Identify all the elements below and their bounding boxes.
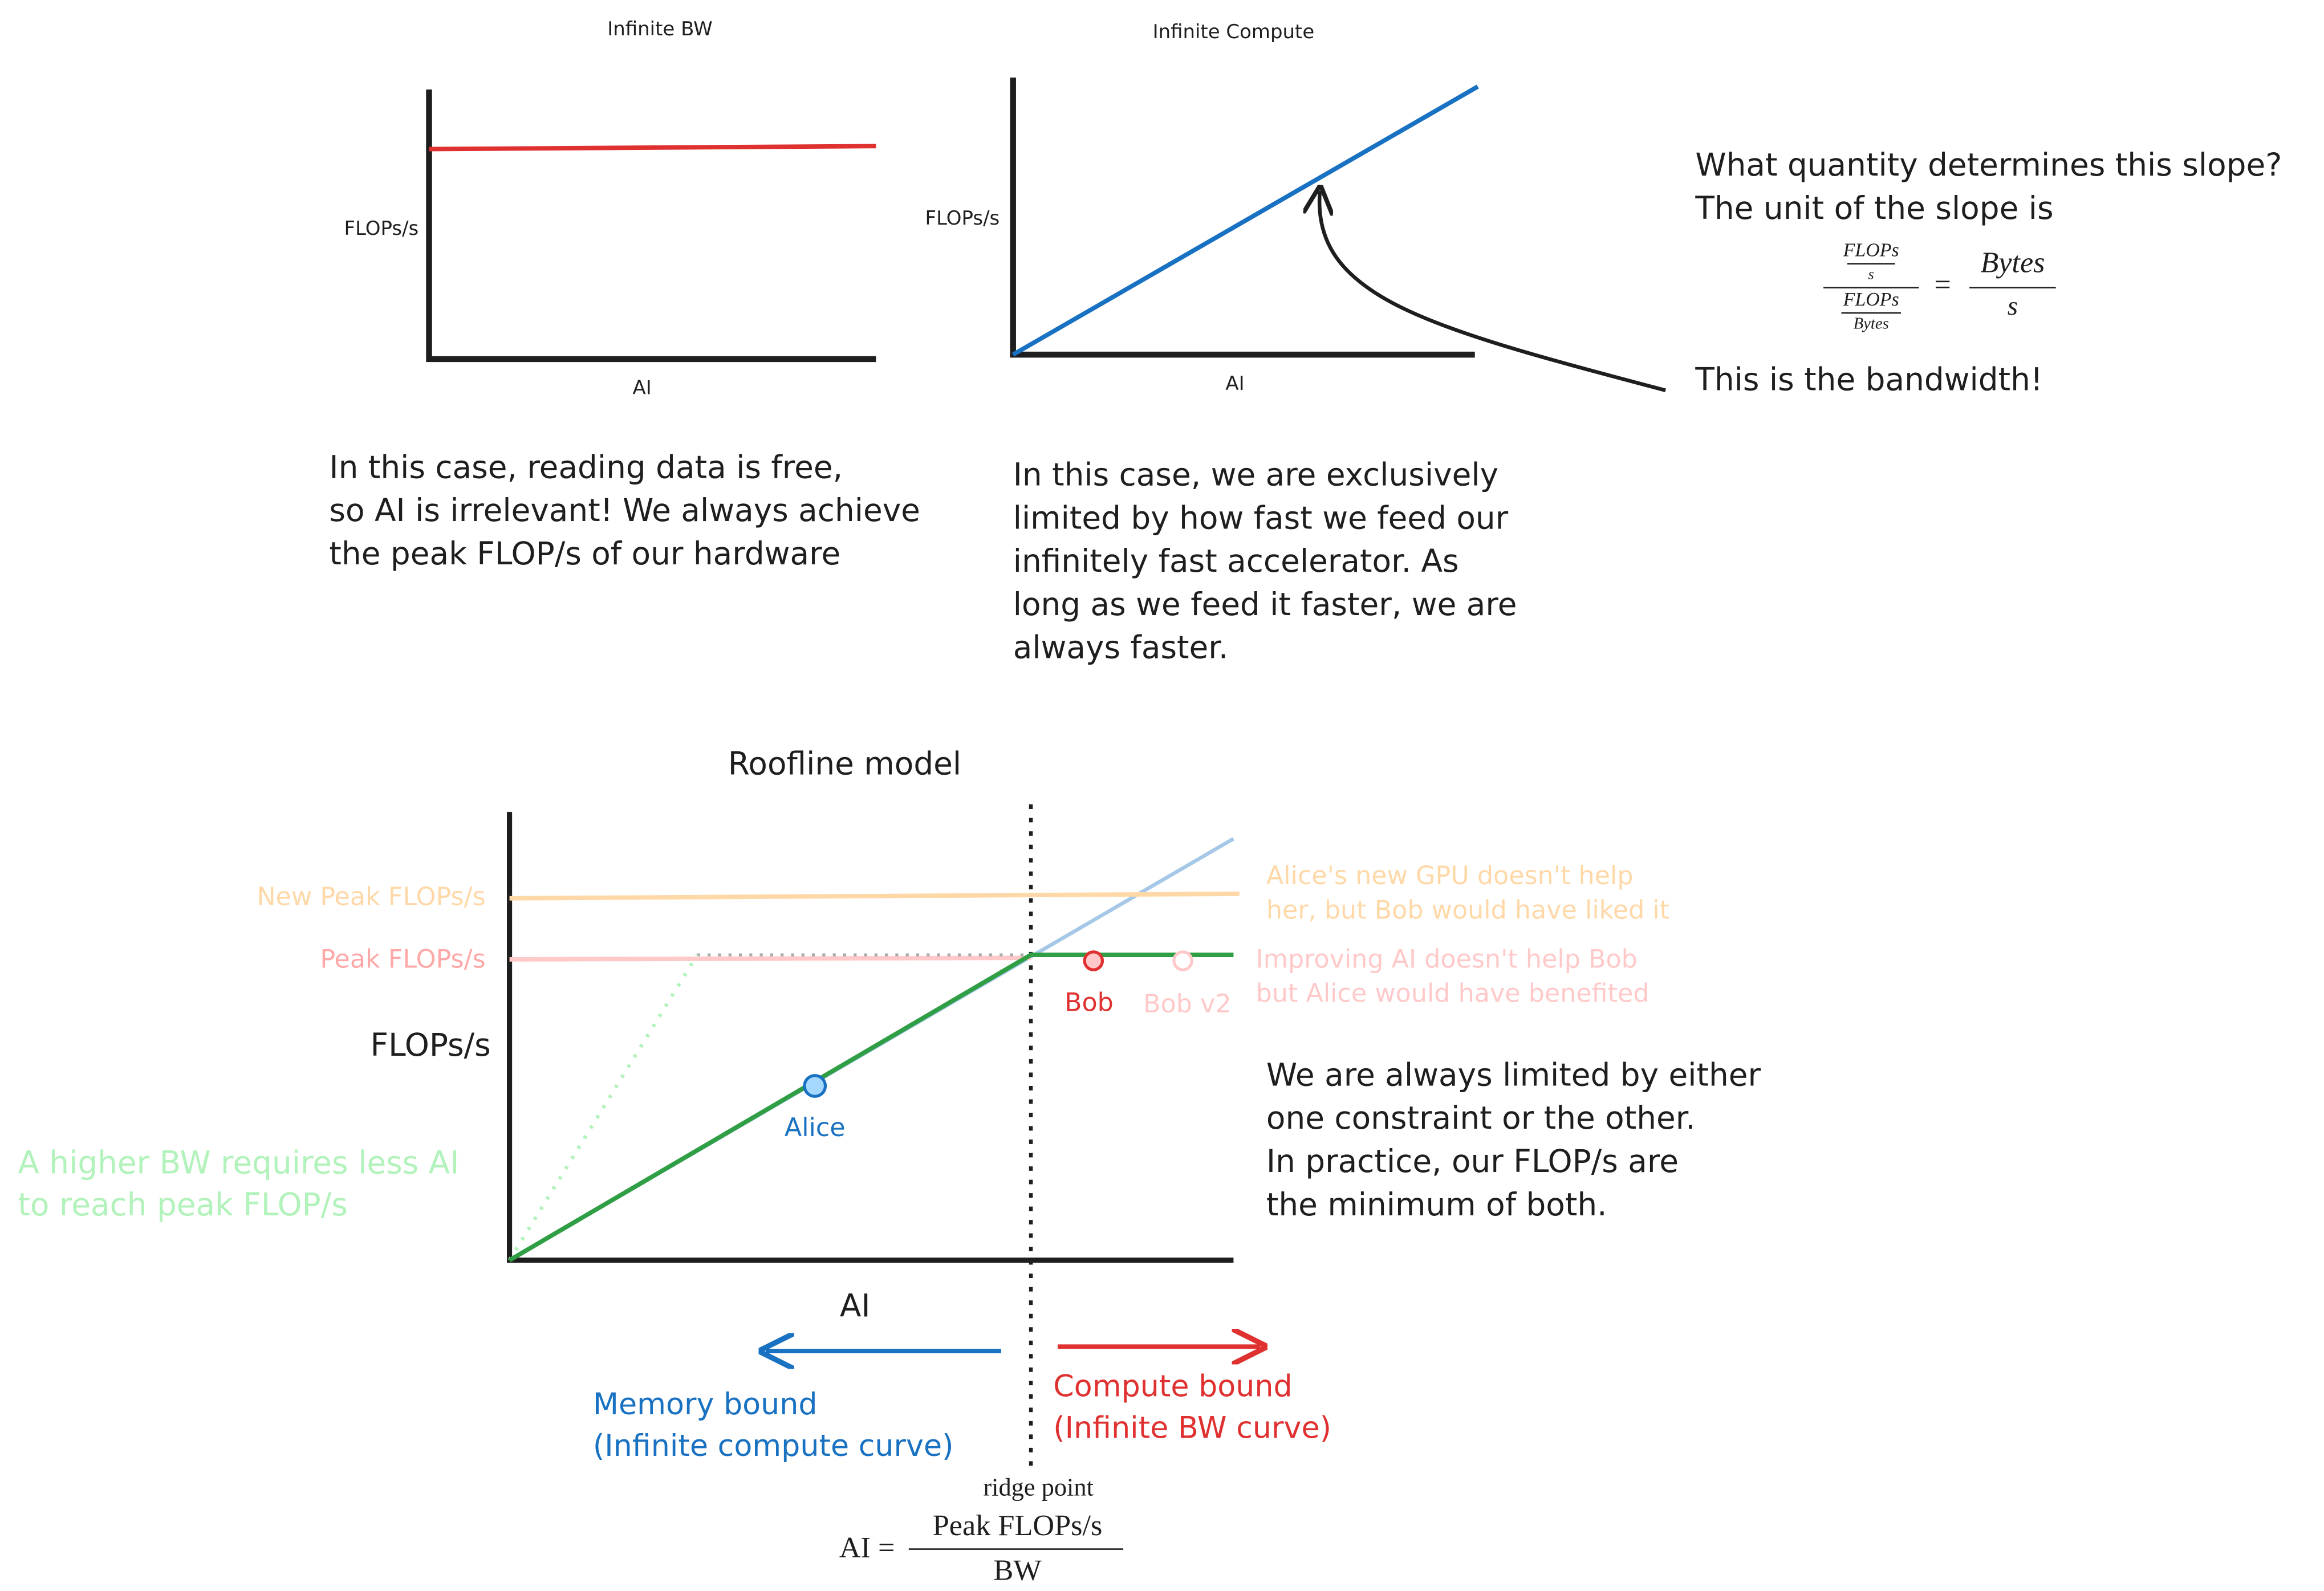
- note-line: but Alice would have benefited: [1256, 979, 1649, 1008]
- formula-part: s: [1868, 266, 1874, 283]
- y-label: FLOPs/s: [344, 217, 419, 240]
- formula-part: =: [1934, 268, 1951, 302]
- note-line: Improving AI doesn't help Bob: [1256, 945, 1638, 974]
- axes: [426, 89, 876, 363]
- new-peak-label: New Peak FLOPs/s: [257, 882, 485, 912]
- caption-line: In this case, reading data is free,: [329, 449, 843, 485]
- point-label: Alice: [785, 1113, 846, 1142]
- bound-label: Memory bound: [593, 1387, 818, 1422]
- answer: This is the bandwidth!: [1695, 361, 2043, 397]
- formula-part: AI =: [839, 1531, 895, 1564]
- formula-part: BW: [993, 1553, 1042, 1586]
- new-peak-line: [509, 892, 1240, 901]
- note-line: her, but Bob would have liked it: [1266, 896, 1669, 925]
- formula-part: s: [2008, 291, 2018, 321]
- peak-label: Peak FLOPs/s: [320, 945, 485, 974]
- notes: Alice's new GPU doesn't help her, but Bob…: [18, 861, 1761, 1463]
- formula-part: Peak FLOPs/s: [933, 1509, 1103, 1542]
- caption-line: always faster.: [1013, 629, 1229, 666]
- peak-line: [509, 955, 1031, 962]
- formula-part: FLOPs: [1843, 240, 1899, 261]
- roofline: [508, 953, 1234, 1263]
- note-line: the minimum of both.: [1266, 1186, 1607, 1223]
- formula-part: Bytes: [1854, 314, 1889, 332]
- chart-title: Infinite Compute: [1153, 21, 1315, 43]
- question: What quantity determines this slope?: [1695, 147, 2282, 183]
- ridge-label: ridge point: [983, 1472, 1094, 1501]
- caption-line: the peak FLOP/s of our hardware: [329, 535, 840, 572]
- point-label: Bob: [1065, 988, 1114, 1017]
- higher-bw-line: [507, 954, 699, 1262]
- pointer-arrow: [1319, 191, 1666, 392]
- point-bob-v2: [1172, 950, 1193, 971]
- formula-part: Bytes: [1980, 246, 2045, 279]
- note-line: one constraint or the other.: [1266, 1100, 1696, 1136]
- note-line: In practice, our FLOP/s are: [1266, 1143, 1679, 1179]
- bound-label: (Infinite compute curve): [593, 1429, 954, 1463]
- note-line: We are always limited by either: [1266, 1056, 1761, 1093]
- caption-line: so AI is irrelevant! We always achieve: [329, 492, 920, 528]
- x-label: AI: [633, 377, 652, 400]
- note-line: A higher BW requires less AI: [18, 1145, 459, 1181]
- chart-title: Roofline model: [728, 745, 961, 782]
- axes: [507, 812, 1234, 1263]
- caption-line: In this case, we are exclusively: [1013, 456, 1498, 493]
- caption-line: limited by how fast we feed our: [1013, 499, 1509, 536]
- unit-text: The unit of the slope is: [1695, 190, 2053, 226]
- point-label: Bob v2: [1143, 990, 1231, 1019]
- caption-line: infinitely fast accelerator. As: [1013, 543, 1459, 579]
- caption-line: long as we feed it faster, we are: [1013, 586, 1517, 622]
- point-alice: [803, 1074, 827, 1098]
- y-label: FLOPs/s: [371, 1027, 491, 1063]
- x-label: AI: [840, 1287, 871, 1324]
- x-label: AI: [1225, 372, 1244, 395]
- peak-line: [429, 144, 876, 152]
- point-bob: [1083, 950, 1104, 971]
- formula-part: FLOPs: [1843, 289, 1899, 310]
- bandwidth-line: [1011, 84, 1479, 357]
- note-line: Alice's new GPU doesn't help: [1266, 861, 1634, 890]
- caption: In this case, reading data is free, so AI…: [329, 449, 920, 572]
- chart-title: Infinite BW: [607, 18, 713, 40]
- bound-label: (Infinite BW curve): [1053, 1411, 1331, 1446]
- note-line: to reach peak FLOP/s: [18, 1186, 348, 1223]
- caption: In this case, we are exclusively limited …: [1013, 456, 1517, 665]
- bound-label: Compute bound: [1053, 1369, 1292, 1403]
- y-label: FLOPs/s: [925, 207, 1000, 230]
